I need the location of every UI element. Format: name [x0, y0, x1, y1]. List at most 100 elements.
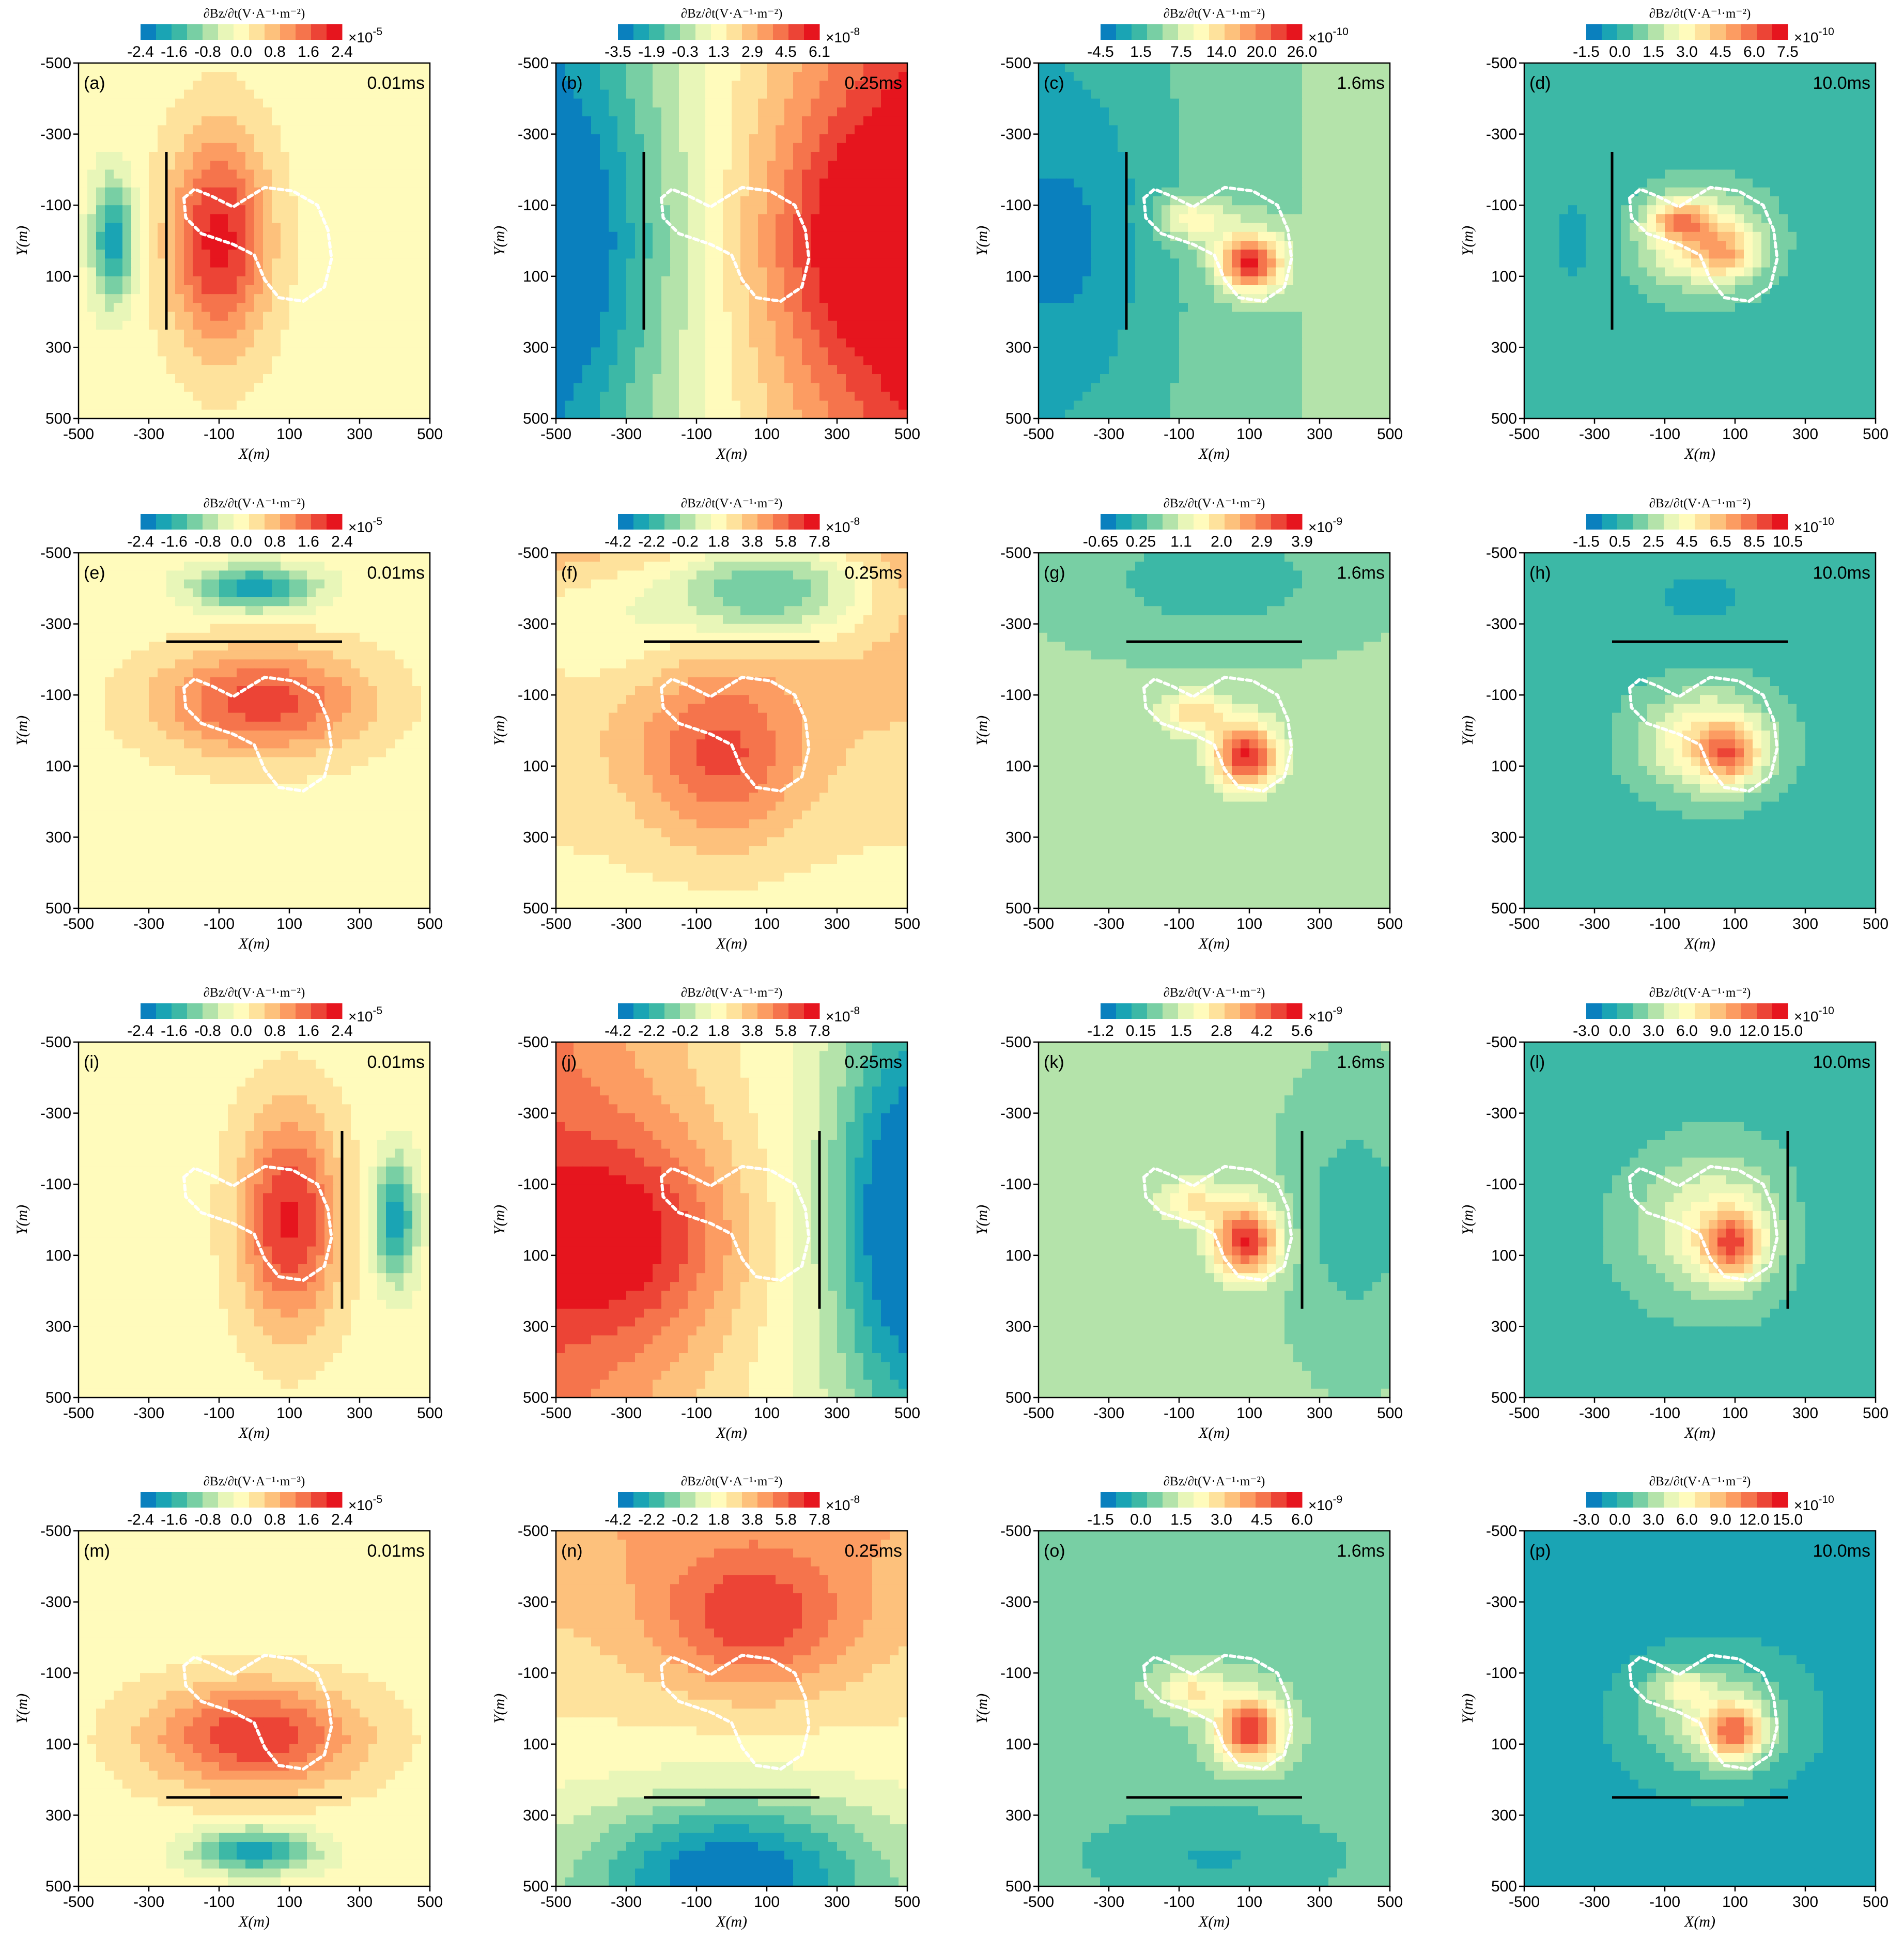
heatmap-cell [245, 241, 255, 250]
heatmap-cell [184, 258, 193, 268]
heatmap-cell [351, 143, 360, 152]
heatmap-cell [272, 250, 281, 259]
heatmap-cell [272, 196, 281, 206]
heatmap-cell [342, 365, 351, 375]
heatmap-cell [307, 338, 316, 348]
heatmap-cell [193, 107, 202, 117]
heatmap-cell [158, 347, 167, 356]
heatmap-cell [263, 152, 272, 161]
heatmap-cell [360, 99, 369, 108]
heatmap-cell [131, 365, 141, 375]
heatmap-cell [166, 143, 176, 152]
heatmap-cell [79, 143, 88, 152]
heatmap-cell [140, 90, 149, 99]
heatmap-cell [404, 214, 413, 223]
heatmap-cell [202, 241, 211, 250]
heatmap-cell [298, 365, 307, 375]
heatmap-cell [237, 116, 246, 126]
heatmap-cell [386, 196, 395, 206]
heatmap-cell [316, 99, 325, 108]
heatmap-cell [254, 179, 264, 188]
heatmap-cell [228, 356, 237, 366]
heatmap-cell [210, 374, 220, 383]
heatmap-cell [342, 232, 351, 241]
heatmap-cell [105, 99, 114, 108]
heatmap-cell [298, 374, 307, 383]
heatmap-cell [149, 383, 158, 392]
heatmap-cell [175, 356, 184, 366]
heatmap-cell [377, 152, 386, 161]
heatmap-cell [412, 107, 422, 117]
heatmap-cell [228, 63, 237, 72]
heatmap-cell [202, 152, 211, 161]
heatmap-cell [114, 72, 123, 81]
heatmap-cell [202, 116, 211, 126]
heatmap-cell [298, 356, 307, 366]
heatmap-cell [333, 134, 343, 144]
heatmap-cell [360, 365, 369, 375]
heatmap-cell [237, 143, 246, 152]
heatmap-cell [87, 152, 97, 161]
heatmap-cell [342, 99, 351, 108]
heatmap-cell [87, 294, 97, 303]
heatmap-cell [289, 143, 299, 152]
heatmap-cell [386, 116, 395, 126]
heatmap-cell [254, 374, 264, 383]
heatmap-cell [395, 188, 404, 197]
heatmap-cell [149, 90, 158, 99]
heatmap-cell [202, 63, 211, 72]
heatmap-cell [281, 107, 290, 117]
heatmap-cell [210, 330, 220, 339]
heatmap-cell [79, 161, 88, 170]
heatmap-cell [298, 338, 307, 348]
heatmap-cell [333, 116, 343, 126]
heatmap-cell [316, 161, 325, 170]
heatmap-cell [219, 392, 228, 401]
heatmap-cell [404, 125, 413, 134]
heatmap-cell [105, 365, 114, 375]
heatmap-cell [166, 241, 176, 250]
heatmap-cell [79, 392, 88, 401]
heatmap-cell [122, 321, 132, 330]
heatmap-cell [105, 258, 114, 268]
heatmap-cell [237, 125, 246, 134]
heatmap-cell [263, 223, 272, 232]
heatmap-cell [131, 374, 141, 383]
heatmap-cell [263, 365, 272, 375]
heatmap-cell [342, 258, 351, 268]
heatmap-cell [140, 241, 149, 250]
heatmap-cell [149, 179, 158, 188]
heatmap-cell [228, 374, 237, 383]
heatmap-cell [421, 303, 430, 312]
heatmap-cell [105, 152, 114, 161]
heatmap-cell [175, 188, 184, 197]
heatmap-cell [122, 196, 132, 206]
heatmap-cell [395, 347, 404, 356]
heatmap-cell [131, 356, 141, 366]
heatmap-cell [351, 72, 360, 81]
heatmap-cell [333, 347, 343, 356]
heatmap-cell [351, 179, 360, 188]
heatmap-cell [210, 241, 220, 250]
heatmap-cell [87, 63, 97, 72]
heatmap-cell [263, 347, 272, 356]
heatmap-cell [386, 330, 395, 339]
heatmap-cell [184, 241, 193, 250]
heatmap-cell [412, 116, 422, 126]
heatmap-cell [342, 214, 351, 223]
heatmap-cell [333, 276, 343, 286]
heatmap-cell [298, 232, 307, 241]
heatmap-cell [149, 258, 158, 268]
heatmap-cell [395, 338, 404, 348]
heatmap-cell [368, 125, 378, 134]
heatmap-cell [395, 99, 404, 108]
heatmap-cell [219, 338, 228, 348]
heatmap-cell [79, 330, 88, 339]
heatmap-cell [333, 321, 343, 330]
heatmap-cell [193, 179, 202, 188]
heatmap-cell [351, 63, 360, 72]
heatmap-cell [324, 347, 334, 356]
heatmap-cell [96, 312, 105, 321]
heatmap-cell [184, 312, 193, 321]
heatmap-cell [87, 107, 97, 117]
